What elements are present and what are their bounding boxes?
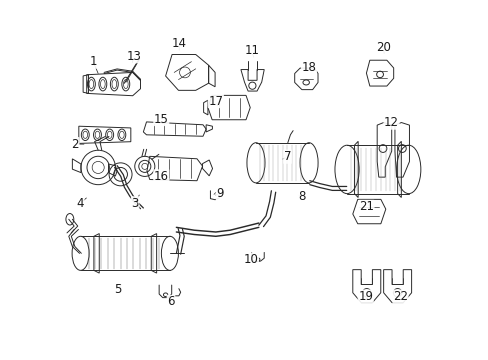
Text: 8: 8	[298, 190, 305, 203]
Text: 9: 9	[216, 187, 224, 200]
Text: 18: 18	[301, 60, 316, 73]
Text: 13: 13	[126, 50, 141, 63]
Text: 11: 11	[244, 44, 259, 57]
Text: 3: 3	[131, 197, 139, 210]
Text: 12: 12	[383, 116, 398, 129]
Text: 21: 21	[358, 201, 373, 213]
Text: 16: 16	[154, 170, 168, 183]
Text: 19: 19	[358, 290, 372, 303]
Text: 2: 2	[71, 138, 79, 150]
Text: 1: 1	[89, 55, 97, 68]
Text: 7: 7	[283, 150, 291, 163]
Text: 22: 22	[392, 290, 407, 303]
Text: 15: 15	[154, 113, 168, 126]
Text: 20: 20	[375, 41, 390, 54]
Text: 4: 4	[76, 197, 84, 210]
Text: 14: 14	[171, 37, 186, 50]
Text: 6: 6	[167, 296, 174, 309]
Text: 5: 5	[114, 283, 122, 296]
Text: 17: 17	[208, 95, 223, 108]
Text: 10: 10	[243, 253, 258, 266]
